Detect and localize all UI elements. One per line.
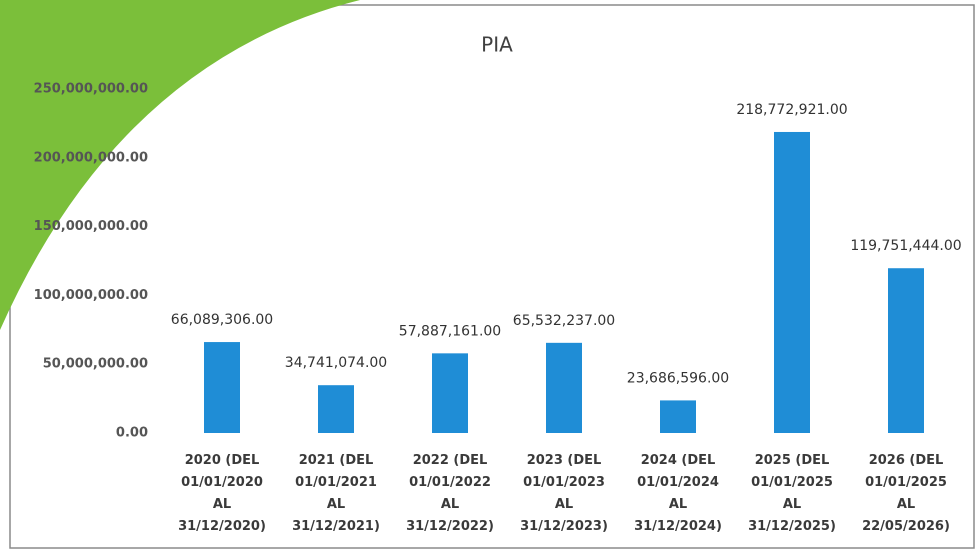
y-tick-label: 150,000,000.00 (34, 219, 148, 234)
x-tick-label: 2026 (DEL 01/01/2025 AL 22/05/2026) (862, 453, 950, 534)
bar (432, 353, 468, 433)
x-tick-label: 2020 (DEL 01/01/2020 AL 31/12/2020) (178, 453, 266, 534)
y-tick-label: 250,000,000.00 (34, 82, 148, 97)
chart-title: PIA (481, 33, 513, 57)
y-tick-label: 200,000,000.00 (34, 150, 148, 165)
bar (774, 131, 810, 434)
chart-frame (9, 4, 975, 549)
data-label: 57,887,161.00 (399, 323, 501, 339)
bar (318, 385, 354, 433)
y-tick-label: 100,000,000.00 (34, 288, 148, 303)
data-label: 119,751,444.00 (850, 238, 961, 254)
x-tick-label: 2022 (DEL 01/01/2022 AL 31/12/2022) (406, 453, 494, 534)
y-tick-label: 50,000,000.00 (43, 357, 148, 372)
x-tick-label: 2025 (DEL 01/01/2025 AL 31/12/2025) (748, 453, 836, 534)
x-tick-label: 2024 (DEL 01/01/2024 AL 31/12/2024) (634, 453, 722, 534)
data-label: 66,089,306.00 (171, 312, 273, 328)
bar (546, 342, 582, 433)
bar (660, 400, 696, 433)
data-label: 23,686,596.00 (627, 370, 729, 386)
decoration (0, 0, 360, 330)
bar (204, 342, 240, 433)
bar (888, 268, 924, 433)
y-tick-label: 0.00 (116, 426, 148, 441)
x-tick-label: 2021 (DEL 01/01/2021 AL 31/12/2021) (292, 453, 380, 534)
data-label: 34,741,074.00 (285, 355, 387, 371)
data-label: 218,772,921.00 (736, 102, 847, 118)
x-tick-label: 2023 (DEL 01/01/2023 AL 31/12/2023) (520, 453, 608, 534)
data-label: 65,532,237.00 (513, 313, 615, 329)
